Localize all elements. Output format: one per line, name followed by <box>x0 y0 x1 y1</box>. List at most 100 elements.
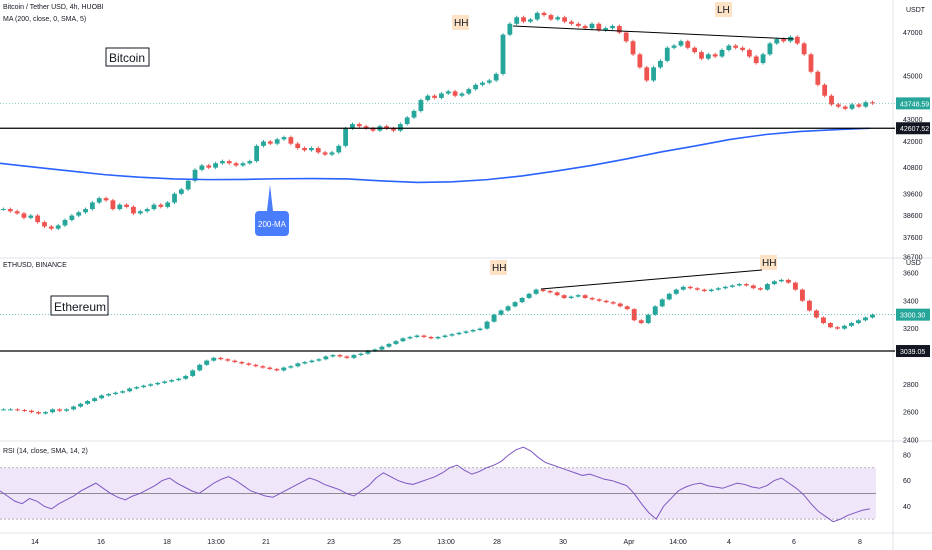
btc-candle-body <box>432 95 437 98</box>
eth-candle-body <box>155 382 161 385</box>
btc-candle-body <box>835 104 841 107</box>
eth-candle-body <box>771 281 777 285</box>
btc-candle-body <box>233 163 239 166</box>
eth-candle-body <box>414 335 420 337</box>
eth-candle-body <box>666 293 672 300</box>
eth-candle-body <box>78 403 84 407</box>
eth-hh1-text: HH <box>492 263 506 274</box>
btc-candle-body <box>746 49 752 57</box>
eth-hh2-text: HH <box>762 258 776 269</box>
eth-candle-body <box>540 289 546 292</box>
btc-candle-body <box>589 23 595 29</box>
btc-candle-body <box>651 67 656 81</box>
eth-candle-body <box>43 412 49 414</box>
btc-hh-tag <box>452 15 469 30</box>
btc-candle-body <box>336 145 342 153</box>
btc-candle-body <box>726 45 732 50</box>
btc-line-price-tag <box>896 122 930 135</box>
eth-candle-body <box>435 336 441 339</box>
btc-candle-body <box>548 15 554 20</box>
btc-tick-label: 37600 <box>903 235 923 242</box>
eth-candle-body <box>722 286 728 289</box>
btc-candle-body <box>829 95 834 105</box>
btc-candle-body <box>521 17 526 22</box>
btc-candle-body <box>692 47 698 53</box>
btc-ma200-line <box>0 127 871 184</box>
x-axis-label: 13:00 <box>437 539 455 546</box>
eth-candle-body <box>267 367 273 369</box>
eth-candle-body <box>344 356 350 358</box>
eth-candle-body <box>835 327 840 329</box>
btc-candle-body <box>863 102 869 107</box>
eth-candle-body <box>463 331 469 333</box>
btc-candle-body <box>555 17 561 20</box>
eth-candle-body <box>519 297 525 303</box>
btc-candle-body <box>596 23 602 31</box>
btc-candle-body <box>62 219 68 226</box>
btc-candle-body <box>350 124 355 129</box>
eth-candle-body <box>386 343 392 347</box>
btc-candle-body <box>849 104 855 109</box>
btc-candle-body <box>69 215 75 220</box>
btc-ma-callout-text: 200-MA <box>258 220 287 229</box>
eth-candle-body <box>708 289 714 292</box>
btc-candle-body <box>534 12 540 20</box>
eth-candle-body <box>498 310 504 315</box>
eth-candle-body <box>856 320 861 324</box>
btc-lh-tag <box>715 2 732 17</box>
btc-candle-body <box>185 180 191 190</box>
btc-candle-body <box>96 198 102 203</box>
btc-tick-label: 39600 <box>903 191 923 198</box>
eth-tick-label: 3200 <box>903 326 919 333</box>
btc-candle-body <box>507 23 513 35</box>
eth-candle-body <box>134 387 140 389</box>
eth-candle-body <box>813 310 819 318</box>
x-axis-label: 6 <box>792 539 796 546</box>
btc-tick-label: 45000 <box>903 74 923 81</box>
rsi-line <box>0 446 871 523</box>
eth-currency: USD <box>906 260 921 267</box>
x-axis-label: 4 <box>727 539 731 546</box>
eth-candle-body <box>232 360 238 363</box>
btc-candle-body <box>466 89 472 94</box>
btc-candle-body <box>630 41 636 55</box>
btc-candle-body <box>719 49 725 57</box>
btc-candle-body <box>261 141 266 146</box>
btc-label-box <box>105 47 150 67</box>
btc-candle-body <box>76 212 82 216</box>
btc-candle-body <box>397 124 403 131</box>
eth-candle-body <box>750 285 756 289</box>
btc-candle-body <box>411 110 417 118</box>
eth-candle-body <box>842 325 847 329</box>
eth-candle-body <box>225 359 231 361</box>
eth-candle-body <box>365 350 371 354</box>
eth-candle-body <box>512 302 518 307</box>
eth-candle-body <box>701 289 707 292</box>
btc-candle-body <box>110 200 116 210</box>
eth-candle-body <box>169 380 175 382</box>
eth-candle-body <box>379 346 385 350</box>
eth-tick-label: 2600 <box>903 410 919 417</box>
btc-last-price-text: 43748.59 <box>900 101 929 108</box>
btc-candle-body <box>370 128 376 131</box>
btc-label: Bitcoin <box>109 51 145 65</box>
btc-candle-body <box>89 202 95 210</box>
eth-line-price-tag <box>896 345 930 358</box>
btc-candle-body <box>240 163 246 166</box>
btc-candle-body <box>473 84 479 90</box>
eth-trend-line <box>540 269 763 290</box>
btc-candle-body <box>192 169 198 181</box>
btc-currency: USDT <box>906 7 926 14</box>
eth-candle-body <box>211 357 217 361</box>
eth-candle-body <box>806 300 812 311</box>
eth-candle-body <box>442 335 448 337</box>
btc-candle-body <box>664 47 670 61</box>
eth-tick-label: 2800 <box>903 382 919 389</box>
eth-candle-body <box>190 370 196 376</box>
eth-candle-body <box>715 288 721 290</box>
x-axis-label: 18 <box>163 539 171 546</box>
eth-line-price-text: 3039.05 <box>900 349 925 356</box>
x-axis-label: 30 <box>559 539 567 546</box>
btc-candle-body <box>165 202 171 207</box>
eth-candle-body <box>470 330 476 332</box>
